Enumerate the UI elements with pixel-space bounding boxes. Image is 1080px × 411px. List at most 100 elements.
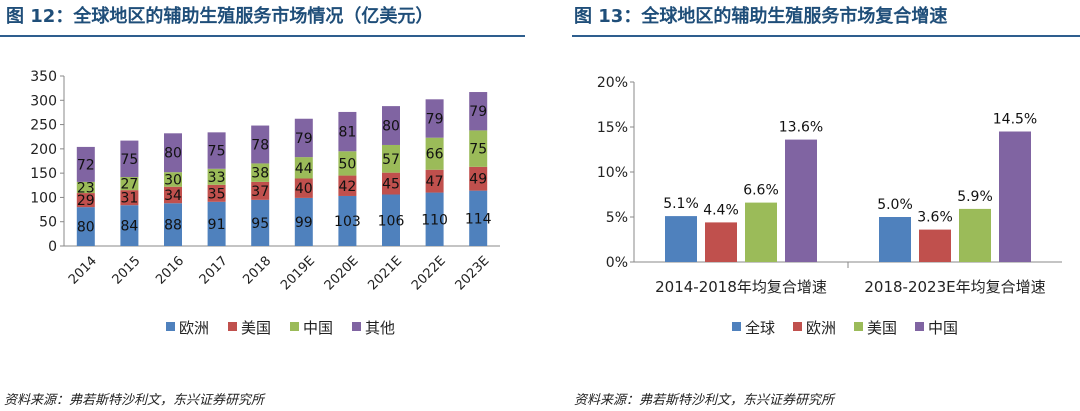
stacked-bar-segment-欧洲 <box>382 194 400 246</box>
left-x-tick-label: 2020E <box>322 254 362 294</box>
stacked-bar-data-label: 75 <box>208 144 226 160</box>
grouped-bar-data-label: 6.6% <box>743 183 779 199</box>
stacked-bar-segment-欧洲 <box>425 192 444 246</box>
stacked-bar-data-label: 72 <box>77 157 95 173</box>
right-chart-title: 图 13：全球地区的辅助生殖服务市场复合增速 <box>574 6 948 27</box>
left-y-tick-label: 200 <box>30 142 57 158</box>
legend-label-全球: 全球 <box>745 319 775 337</box>
right-y-tick-label: 20% <box>597 75 628 91</box>
stacked-bar-data-label: 79 <box>426 112 444 128</box>
stacked-bar-data-label: 30 <box>164 172 182 188</box>
grouped-bar-中国 <box>785 139 817 262</box>
stacked-bar-segment-欧洲 <box>120 205 139 246</box>
left-x-tick-label: 2016 <box>153 254 187 288</box>
legend-label-欧洲: 欧洲 <box>179 319 209 337</box>
stacked-bar-data-label: 80 <box>77 220 95 236</box>
stacked-bar-segment-美国 <box>207 184 226 202</box>
stacked-bar-data-label: 37 <box>251 184 269 200</box>
stacked-bar-segment-其他 <box>294 118 313 158</box>
stacked-bar-segment-美国 <box>251 181 270 200</box>
stacked-bar-data-label: 40 <box>295 181 313 197</box>
grouped-bar-data-label: 4.4% <box>703 202 739 218</box>
stacked-bar-data-label: 110 <box>421 212 448 228</box>
stacked-bar-segment-美国 <box>469 166 488 191</box>
stacked-bar-segment-欧洲 <box>338 195 357 246</box>
grouped-bar-中国 <box>999 131 1031 262</box>
grouped-bar-全球 <box>879 217 911 262</box>
stacked-bar-segment-美国 <box>382 172 400 195</box>
right-x-category-label: 2018-2023E年均复合增速 <box>864 278 1045 296</box>
stacked-bar-data-label: 80 <box>382 119 400 135</box>
stacked-bar-segment-其他 <box>338 111 357 152</box>
right-y-tick-label: 15% <box>597 120 628 136</box>
legend-swatch-全球 <box>732 322 741 331</box>
stacked-bar-data-label: 29 <box>77 193 95 209</box>
stacked-bar-segment-中国 <box>425 137 444 170</box>
right-y-tick-label: 0% <box>606 255 628 271</box>
legend-swatch-中国 <box>915 322 924 331</box>
stacked-bar-segment-其他 <box>425 99 444 138</box>
grouped-bar-全球 <box>665 216 697 262</box>
left-x-tick-label: 2015 <box>110 254 144 288</box>
stacked-bar-data-label: 42 <box>338 179 356 195</box>
stacked-bar-data-label: 50 <box>338 156 356 172</box>
grouped-bar-data-label: 5.1% <box>663 196 699 212</box>
left-y-tick-label: 50 <box>39 215 57 231</box>
left-y-tick-label: 350 <box>30 69 57 85</box>
stacked-bar-data-label: 103 <box>334 214 361 230</box>
legend-swatch-中国 <box>290 322 299 331</box>
left-x-tick-label: 2018 <box>240 254 274 288</box>
grouped-bar-data-label: 5.9% <box>957 189 993 205</box>
left-y-tick-label: 300 <box>30 93 57 109</box>
stacked-bar-segment-欧洲 <box>294 197 313 246</box>
stacked-bar-segment-欧洲 <box>469 190 488 246</box>
stacked-bar-segment-其他 <box>382 106 400 145</box>
stacked-bar-segment-欧洲 <box>207 201 226 246</box>
stacked-bar-segment-其他 <box>251 125 270 164</box>
left-x-tick-label: 2017 <box>197 254 231 288</box>
left-y-tick-label: 100 <box>30 190 57 206</box>
stacked-bar-segment-美国 <box>338 175 357 196</box>
stacked-bar-segment-中国 <box>251 163 270 182</box>
stacked-bar-data-label: 47 <box>426 174 444 190</box>
stacked-bar-data-label: 57 <box>382 152 400 168</box>
right-source-note: 资料来源：弗若斯特沙利文，东兴证券研究所 <box>574 393 835 408</box>
legend-swatch-美国 <box>228 322 237 331</box>
grouped-bar-data-label: 3.6% <box>917 210 953 226</box>
left-title-rule <box>0 35 525 37</box>
stacked-bar-segment-美国 <box>294 178 313 198</box>
stacked-bar-data-label: 78 <box>251 137 269 153</box>
stacked-bar-data-label: 95 <box>251 216 269 232</box>
stacked-bar-data-label: 38 <box>251 166 269 182</box>
stacked-bar-data-label: 75 <box>120 152 138 168</box>
legend-label-美国: 美国 <box>241 319 271 337</box>
stacked-bar-data-label: 99 <box>295 215 313 231</box>
right-title-rule <box>572 35 1080 37</box>
stacked-bar-data-label: 23 <box>77 180 95 196</box>
legend-swatch-欧洲 <box>166 322 175 331</box>
right-y-tick-label: 5% <box>606 210 628 226</box>
stacked-bar-data-label: 49 <box>469 172 487 188</box>
stacked-bar-segment-中国 <box>294 157 313 179</box>
right-y-tick-label: 10% <box>597 165 628 181</box>
stacked-bar-data-label: 79 <box>469 104 487 120</box>
stacked-bar-segment-美国 <box>76 193 95 208</box>
stacked-bar-data-label: 27 <box>120 177 138 193</box>
grouped-bar-欧洲 <box>919 229 951 262</box>
stacked-bar-segment-中国 <box>338 151 357 176</box>
stacked-bar-segment-美国 <box>164 186 182 204</box>
legend-swatch-美国 <box>854 322 863 331</box>
left-x-tick-label: 2019E <box>278 254 318 294</box>
stacked-bar-segment-中国 <box>120 177 139 191</box>
stacked-bar-data-label: 81 <box>338 125 356 141</box>
left-x-tick-label: 2023E <box>453 254 493 294</box>
stacked-bar-data-label: 80 <box>164 146 182 162</box>
left-chart-title: 图 12：全球地区的辅助生殖服务市场情况（亿美元） <box>6 6 434 27</box>
grouped-bar-data-label: 14.5% <box>993 112 1037 128</box>
left-y-tick-label: 0 <box>48 239 57 255</box>
left-source-note: 资料来源：弗若斯特沙利文，东兴证券研究所 <box>4 393 265 408</box>
stacked-bar-segment-其他 <box>120 140 139 178</box>
stacked-bar-segment-中国 <box>382 144 400 173</box>
stacked-bar-data-label: 88 <box>164 218 182 234</box>
